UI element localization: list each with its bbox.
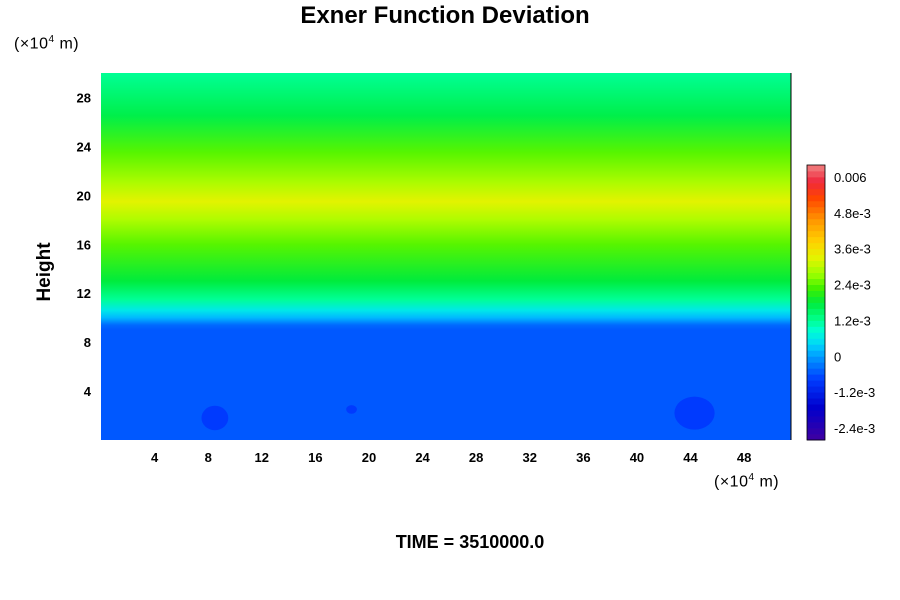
colorbar-band — [807, 272, 825, 279]
colorbar-band — [807, 434, 825, 441]
colorbar-band — [807, 200, 825, 208]
x-tick-label: 12 — [255, 450, 269, 465]
x-tick-label: 20 — [362, 450, 376, 465]
colorbar-band — [807, 290, 825, 297]
x-unit-suffix: m) — [754, 473, 780, 491]
colorbar-band — [807, 350, 825, 357]
x-unit-prefix: (×10 — [714, 473, 749, 491]
colorbar-band — [807, 356, 825, 363]
colorbar-band — [807, 230, 825, 238]
y-tick-label: 20 — [77, 188, 91, 203]
colorbar-band — [807, 266, 825, 274]
colorbar-band — [807, 392, 825, 399]
colorbar-band — [807, 386, 825, 393]
x-tick-label: 28 — [469, 450, 483, 465]
x-unit-exponent: 4 — [748, 472, 755, 483]
y-axis-ticks: 4 8 12 16 20 24 28 — [77, 90, 92, 399]
x-tick-label: 32 — [523, 450, 537, 465]
field-fill — [101, 73, 791, 440]
colorbar-band — [807, 254, 825, 262]
colorbar-band — [807, 368, 825, 375]
colorbar-band — [807, 302, 825, 309]
colorbar-band — [807, 194, 825, 202]
y-unit-suffix: m) — [54, 35, 80, 53]
colorbar-band — [807, 416, 825, 423]
colorbar-band — [807, 218, 825, 226]
colorbar-tick-label: -1.2e-3 — [834, 385, 875, 400]
colorbar — [806, 164, 826, 441]
x-tick-label: 8 — [205, 450, 212, 465]
x-tick-label: 48 — [737, 450, 751, 465]
x-axis-ticks: 4 8 12 16 20 24 28 32 36 40 44 48 — [151, 450, 751, 465]
colorbar-band — [807, 380, 825, 387]
colorbar-band — [807, 278, 825, 285]
colorbar-band — [807, 320, 825, 327]
y-unit-exponent: 4 — [48, 34, 55, 45]
colorbar-band — [807, 206, 825, 214]
colorbar-band — [807, 404, 825, 411]
colorbar-ticks: 0.006 4.8e-3 3.6e-3 2.4e-3 1.2e-3 0 -1.2e-3 -2.… — [834, 170, 875, 436]
x-tick-label: 40 — [630, 450, 644, 465]
y-tick-label: 12 — [77, 286, 91, 301]
colorbar-band — [807, 224, 825, 232]
y-unit-prefix: (×10 — [14, 35, 49, 53]
colorbar-band — [807, 410, 825, 417]
colorbar-band — [807, 260, 825, 268]
colorbar-band — [807, 284, 825, 291]
colorbar-band — [807, 314, 825, 321]
colorbar-band — [807, 242, 825, 250]
x-axis-unit: (×104 m) — [714, 472, 779, 491]
plot-area — [101, 73, 791, 440]
colorbar-band — [807, 374, 825, 381]
anomaly-blob — [346, 405, 357, 414]
anomaly-blob — [674, 396, 715, 430]
colorbar-band — [807, 308, 825, 315]
y-tick-label: 24 — [77, 139, 92, 154]
colorbar-frame — [806, 164, 826, 441]
x-tick-label: 36 — [576, 450, 590, 465]
colorbar-band — [807, 338, 825, 345]
colorbar-band — [807, 170, 825, 178]
colorbar-band — [807, 428, 825, 435]
colorbar-band — [807, 236, 825, 244]
colorbar-tick-label: 0.006 — [834, 170, 867, 185]
colorbar-band — [807, 296, 825, 303]
colorbar-band — [807, 344, 825, 351]
y-tick-label: 4 — [84, 384, 92, 399]
y-tick-label: 28 — [77, 90, 91, 105]
y-axis-unit: (×104 m) — [14, 34, 79, 53]
colorbar-band — [807, 422, 825, 429]
colorbar-tick-label: -2.4e-3 — [834, 421, 875, 436]
colorbar-tick-label: 0 — [834, 349, 841, 364]
colorbar-band — [807, 248, 825, 256]
colorbar-tick-label: 3.6e-3 — [834, 242, 871, 257]
colorbar-band — [807, 165, 825, 172]
colorbar-band — [807, 212, 825, 220]
x-tick-label: 44 — [683, 450, 698, 465]
colorbar-band — [807, 176, 825, 184]
y-tick-label: 16 — [77, 237, 91, 252]
colorbar-tick-label: 4.8e-3 — [834, 206, 871, 221]
colorbar-band — [807, 362, 825, 369]
y-axis-label: Height — [34, 242, 55, 302]
x-tick-label: 4 — [151, 450, 159, 465]
y-tick-label: 8 — [84, 335, 91, 350]
colorbar-tick-label: 2.4e-3 — [834, 278, 871, 293]
time-label: TIME = 3510000.0 — [395, 532, 545, 552]
x-tick-label: 16 — [308, 450, 322, 465]
colorbar-band — [807, 326, 825, 333]
colorbar-band — [807, 398, 825, 405]
colorbar-band — [807, 332, 825, 339]
anomaly-blob — [201, 405, 229, 431]
colorbar-band — [807, 182, 825, 190]
colorbar-band — [807, 188, 825, 196]
x-tick-label: 24 — [415, 450, 430, 465]
colorbar-tick-label: 1.2e-3 — [834, 313, 871, 328]
anomaly-layer — [201, 396, 715, 431]
chart-title: Exner Function Deviation — [300, 2, 590, 29]
